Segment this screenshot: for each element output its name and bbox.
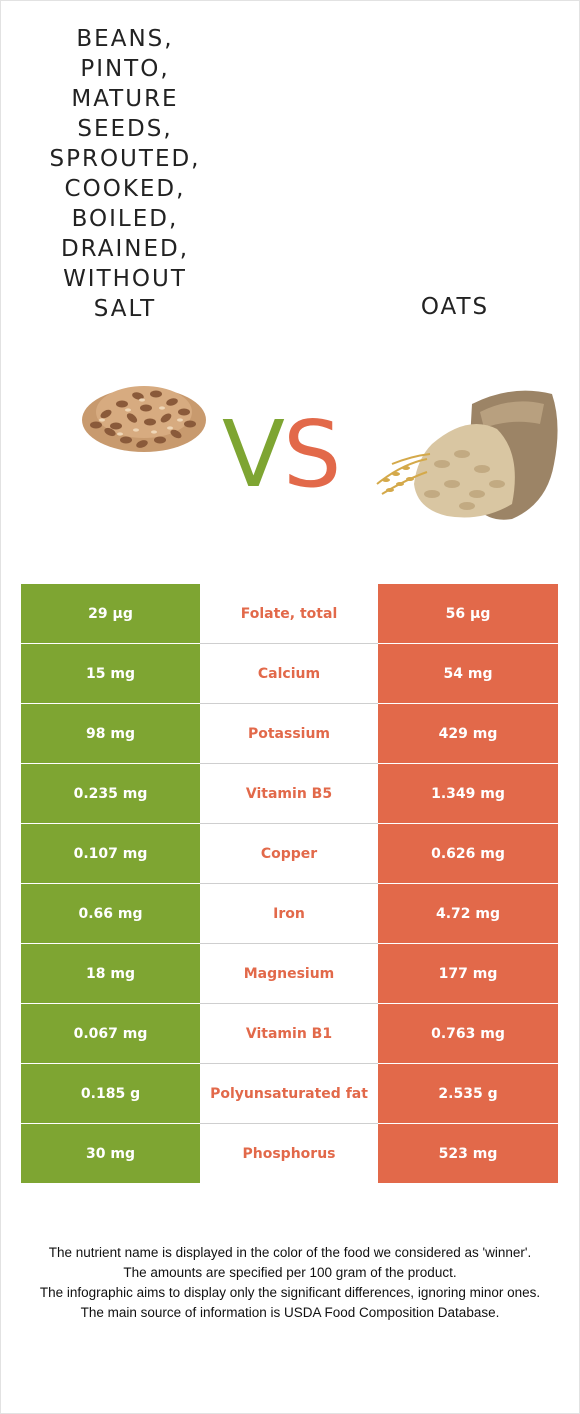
right-value-cell: 54 mg xyxy=(378,643,558,704)
nutrient-row: 0.66 mg Iron 4.72 mg xyxy=(21,883,558,944)
footnotes: The nutrient name is displayed in the co… xyxy=(20,1243,560,1323)
vs-s: S xyxy=(282,401,341,508)
left-value-cell: 98 mg xyxy=(21,703,200,764)
left-value-cell: 0.067 mg xyxy=(21,1003,200,1064)
nutrient-row: 98 mg Potassium 429 mg xyxy=(21,703,558,764)
nutrient-name-cell: Magnesium xyxy=(200,943,378,1004)
nutrient-name-cell: Vitamin B5 xyxy=(200,763,378,824)
right-value-cell: 56 µg xyxy=(378,584,558,644)
nutrient-row: 29 µg Folate, total 56 µg xyxy=(21,584,558,644)
pinto-beans-image xyxy=(82,386,206,452)
vs-v: V xyxy=(222,401,285,508)
nutrient-row: 18 mg Magnesium 177 mg xyxy=(21,943,558,1004)
right-value-cell: 429 mg xyxy=(378,703,558,764)
nutrient-row: 0.067 mg Vitamin B1 0.763 mg xyxy=(21,1003,558,1064)
right-value-cell: 4.72 mg xyxy=(378,883,558,944)
left-value-cell: 0.66 mg xyxy=(21,883,200,944)
left-title-line: DRAINED, xyxy=(60,236,190,262)
left-title-line: BOILED, xyxy=(71,206,179,232)
left-value-cell: 29 µg xyxy=(21,584,200,644)
footnote-line: The nutrient name is displayed in the co… xyxy=(48,1245,532,1260)
left-value-cell: 0.185 g xyxy=(21,1063,200,1124)
nutrient-name-cell: Vitamin B1 xyxy=(200,1003,378,1064)
footnote-line: The amounts are specified per 100 gram o… xyxy=(123,1265,457,1280)
nutrient-name-cell: Folate, total xyxy=(200,584,378,644)
left-title-line: PINTO, xyxy=(80,56,170,82)
footnote-line: The main source of information is USDA F… xyxy=(80,1305,500,1320)
right-value-cell: 177 mg xyxy=(378,943,558,1004)
left-value-cell: 18 mg xyxy=(21,943,200,1004)
left-value-cell: 0.107 mg xyxy=(21,823,200,884)
left-title-line: SEEDS, xyxy=(77,116,173,142)
right-food-title: OATS xyxy=(420,294,490,320)
vs-label: VS xyxy=(222,405,341,505)
right-value-cell: 2.535 g xyxy=(378,1063,558,1124)
right-value-cell: 523 mg xyxy=(378,1123,558,1183)
nutrient-row: 0.185 g Polyunsaturated fat 2.535 g xyxy=(21,1063,558,1124)
left-title-line: COOKED, xyxy=(64,176,186,202)
nutrient-name-cell: Calcium xyxy=(200,643,378,704)
right-value-cell: 1.349 mg xyxy=(378,763,558,824)
nutrient-name-cell: Copper xyxy=(200,823,378,884)
oats-sack-image xyxy=(376,390,558,520)
right-value-cell: 0.763 mg xyxy=(378,1003,558,1064)
right-value-cell: 0.626 mg xyxy=(378,823,558,884)
left-food-title: BEANS, PINTO, MATURE SEEDS, SPROUTED, CO… xyxy=(20,24,230,324)
left-title-line: MATURE xyxy=(71,86,179,112)
nutrient-name-cell: Iron xyxy=(200,883,378,944)
nutrient-row: 15 mg Calcium 54 mg xyxy=(21,643,558,704)
left-value-cell: 0.235 mg xyxy=(21,763,200,824)
left-title-line: SALT xyxy=(93,296,157,322)
left-title-line: BEANS, xyxy=(76,26,174,52)
left-title-line: WITHOUT xyxy=(63,266,187,292)
nutrient-name-cell: Phosphorus xyxy=(200,1123,378,1183)
nutrient-row: 0.235 mg Vitamin B5 1.349 mg xyxy=(21,763,558,824)
nutrient-name-cell: Potassium xyxy=(200,703,378,764)
left-value-cell: 15 mg xyxy=(21,643,200,704)
footnote-line: The infographic aims to display only the… xyxy=(39,1285,541,1300)
left-value-cell: 30 mg xyxy=(21,1123,200,1183)
nutrient-name-cell: Polyunsaturated fat xyxy=(200,1063,378,1124)
nutrient-row: 30 mg Phosphorus 523 mg xyxy=(21,1123,558,1183)
left-title-line: SPROUTED, xyxy=(49,146,201,172)
nutrient-row: 0.107 mg Copper 0.626 mg xyxy=(21,823,558,884)
nutrient-comparison-table: 29 µg Folate, total 56 µg 15 mg Calcium 54 mg… xyxy=(21,584,558,1183)
